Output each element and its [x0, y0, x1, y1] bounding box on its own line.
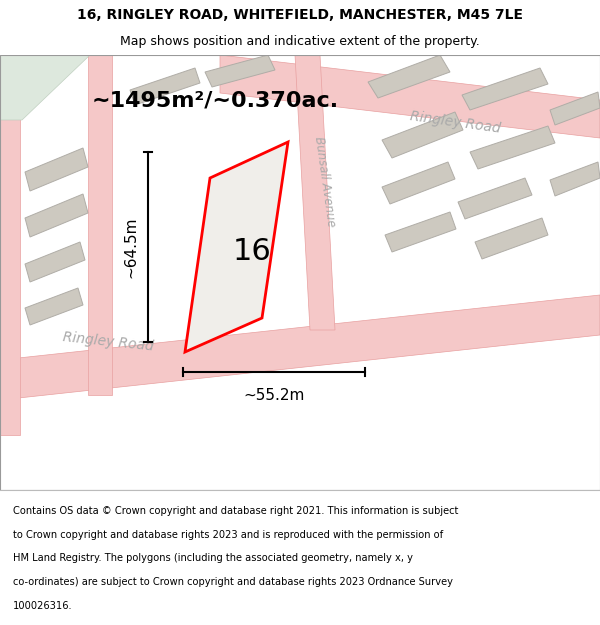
- Polygon shape: [382, 162, 455, 204]
- Polygon shape: [25, 194, 88, 237]
- Polygon shape: [205, 55, 275, 87]
- Text: Contains OS data © Crown copyright and database right 2021. This information is : Contains OS data © Crown copyright and d…: [13, 506, 458, 516]
- Polygon shape: [130, 68, 200, 105]
- Polygon shape: [462, 68, 548, 110]
- Polygon shape: [458, 178, 532, 219]
- Polygon shape: [220, 55, 600, 138]
- Polygon shape: [25, 242, 85, 282]
- Polygon shape: [470, 126, 555, 169]
- Polygon shape: [550, 162, 600, 196]
- Text: 16: 16: [233, 238, 271, 266]
- Polygon shape: [0, 295, 600, 400]
- Text: co-ordinates) are subject to Crown copyright and database rights 2023 Ordnance S: co-ordinates) are subject to Crown copyr…: [13, 577, 453, 587]
- Text: to Crown copyright and database rights 2023 and is reproduced with the permissio: to Crown copyright and database rights 2…: [13, 530, 443, 540]
- Text: Map shows position and indicative extent of the property.: Map shows position and indicative extent…: [120, 35, 480, 48]
- Polygon shape: [0, 55, 90, 120]
- Text: Ringley Road: Ringley Road: [409, 109, 501, 135]
- Text: ~1495m²/~0.370ac.: ~1495m²/~0.370ac.: [91, 90, 338, 110]
- Polygon shape: [382, 112, 463, 158]
- Polygon shape: [385, 212, 456, 252]
- Text: 16, RINGLEY ROAD, WHITEFIELD, MANCHESTER, M45 7LE: 16, RINGLEY ROAD, WHITEFIELD, MANCHESTER…: [77, 8, 523, 22]
- Polygon shape: [0, 55, 20, 435]
- Polygon shape: [368, 55, 450, 98]
- Text: 100026316.: 100026316.: [13, 601, 73, 611]
- Polygon shape: [25, 288, 83, 325]
- Text: Ringley Road: Ringley Road: [62, 330, 154, 354]
- Polygon shape: [475, 218, 548, 259]
- Text: ~55.2m: ~55.2m: [244, 388, 305, 403]
- Polygon shape: [88, 55, 112, 395]
- Polygon shape: [550, 92, 600, 125]
- Polygon shape: [185, 142, 288, 352]
- Text: ~64.5m: ~64.5m: [123, 216, 138, 278]
- Polygon shape: [25, 148, 88, 191]
- Polygon shape: [295, 55, 335, 330]
- Text: Bunsall Avenue: Bunsall Avenue: [312, 136, 338, 228]
- Text: HM Land Registry. The polygons (including the associated geometry, namely x, y: HM Land Registry. The polygons (includin…: [13, 554, 413, 564]
